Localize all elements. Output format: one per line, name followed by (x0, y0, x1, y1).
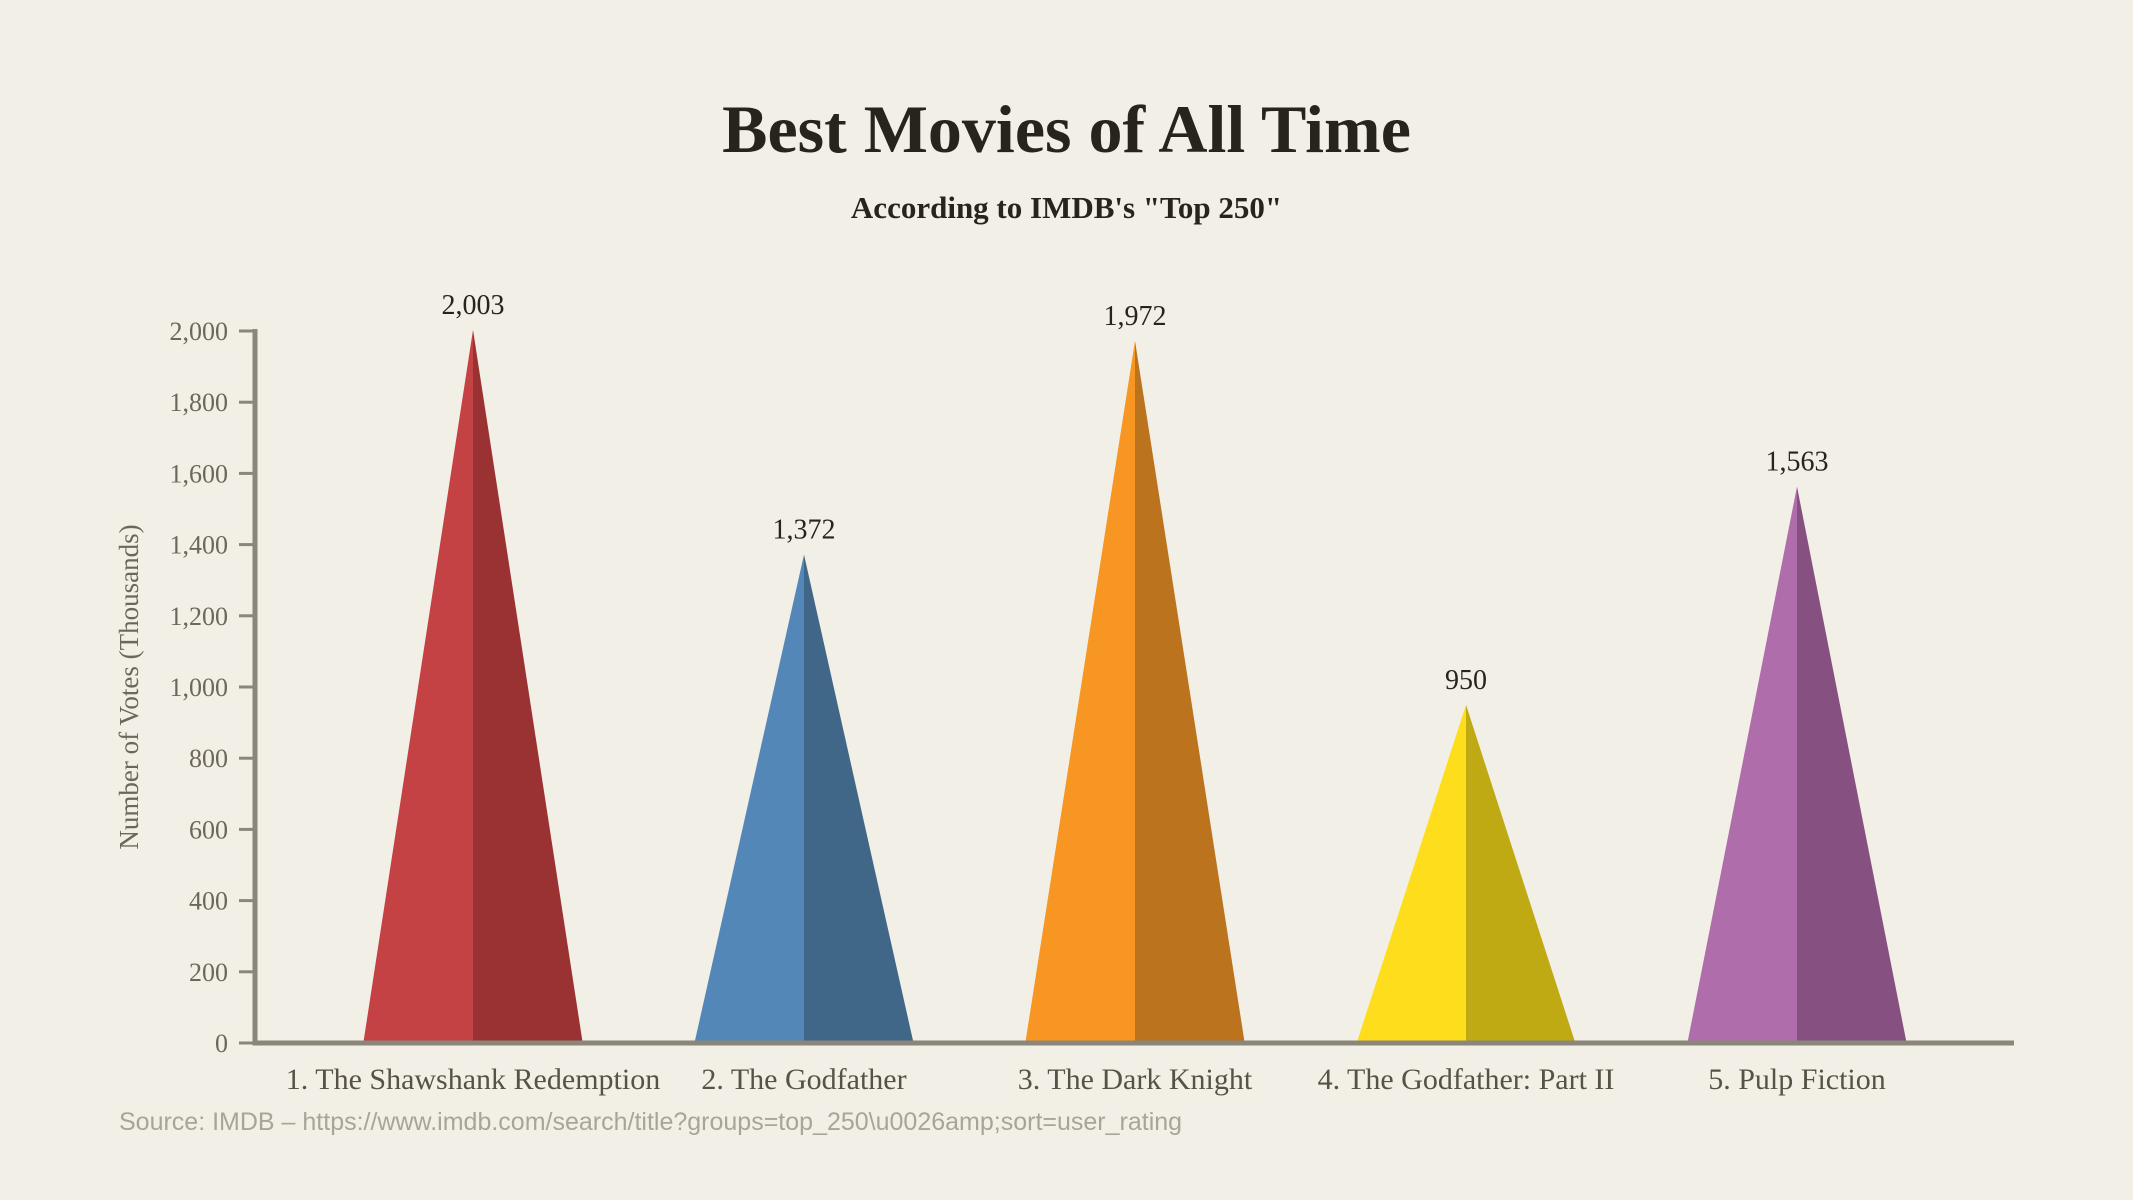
value-label-the-godfather: 1,372 (773, 515, 836, 546)
bar-left-the-godfather (694, 554, 804, 1045)
y-tick-label-1800: 1,800 (170, 388, 229, 417)
category-label-pulp-fiction: 5. Pulp Fiction (1708, 1063, 1886, 1096)
y-tick-label-800: 800 (189, 744, 228, 773)
bar-right-the-dark-knight (1135, 340, 1245, 1045)
chart-title: Best Movies of All Time (722, 91, 1411, 167)
bar-left-pulp-fiction (1687, 486, 1797, 1045)
bar-left-the-shawshank-redemption (363, 329, 473, 1045)
bar-right-the-godfather-part-ii (1466, 704, 1576, 1045)
bar-right-pulp-fiction (1797, 486, 1907, 1045)
value-label-the-dark-knight: 1,972 (1104, 301, 1167, 332)
y-tick-label-200: 200 (189, 958, 228, 987)
y-tick-label-0: 0 (215, 1029, 228, 1058)
chart-subtitle: According to IMDB's "Top 250" (850, 190, 1283, 225)
bar-left-the-godfather-part-ii (1356, 704, 1466, 1045)
value-label-pulp-fiction: 1,563 (1766, 447, 1829, 478)
y-tick-label-1400: 1,400 (170, 531, 229, 560)
source-citation: Source: IMDB – https://www.imdb.com/sear… (119, 1108, 1183, 1136)
y-tick-label-1200: 1,200 (170, 602, 229, 631)
category-label-the-dark-knight: 3. The Dark Knight (1018, 1063, 1253, 1096)
category-label-the-godfather-part-ii: 4. The Godfather: Part II (1318, 1063, 1615, 1096)
bar-right-the-shawshank-redemption (473, 329, 583, 1045)
bar-right-the-godfather (804, 554, 914, 1045)
category-label-the-godfather: 2. The Godfather (701, 1063, 906, 1096)
y-tick-label-2000: 2,000 (170, 317, 229, 346)
bar-left-the-dark-knight (1025, 340, 1135, 1045)
value-label-the-shawshank-redemption: 2,003 (442, 290, 505, 321)
y-tick-label-1000: 1,000 (170, 673, 229, 702)
y-axis-title: Number of Votes (Thousands) (114, 524, 144, 849)
category-label-the-shawshank-redemption: 1. The Shawshank Redemption (286, 1063, 660, 1096)
y-tick-label-1600: 1,600 (170, 459, 229, 488)
value-label-the-godfather-part-ii: 950 (1445, 665, 1487, 696)
y-tick-label-600: 600 (189, 815, 228, 844)
y-tick-label-400: 400 (189, 887, 228, 916)
